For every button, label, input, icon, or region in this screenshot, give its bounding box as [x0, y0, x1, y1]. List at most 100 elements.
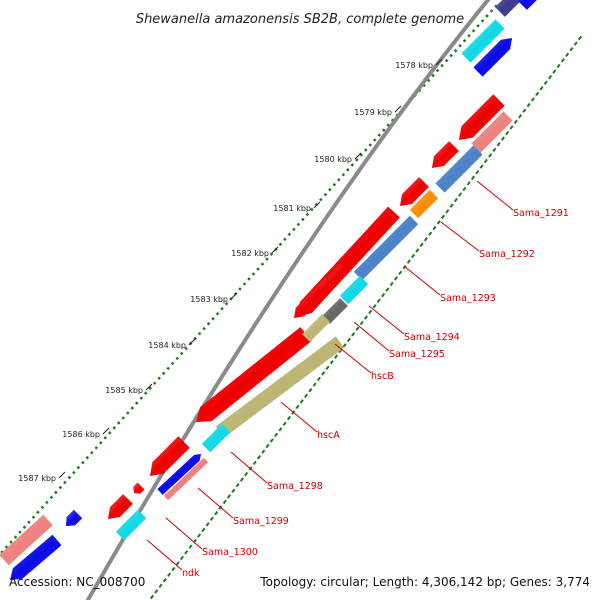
tick-dot [94, 445, 99, 450]
kbp-tick-mark [145, 383, 153, 391]
gene-label[interactable]: Sama_1295 [389, 349, 445, 360]
gene-feature-shading [294, 285, 327, 318]
kbp-tick-mark [394, 105, 402, 113]
tick-dot [341, 172, 346, 177]
gene-label[interactable]: Sama_1291 [513, 208, 569, 219]
tick-dot [449, 53, 453, 58]
tick-dot [458, 43, 462, 48]
tick-dot [466, 181, 471, 186]
tick-dot [470, 175, 476, 180]
tick-dot [471, 29, 476, 33]
gene-label[interactable]: hscB [371, 371, 394, 382]
tick-dot [385, 287, 390, 292]
tick-dot [45, 500, 49, 505]
gene-feature-shading [326, 263, 350, 287]
tick-dot [278, 242, 283, 247]
kbp-tick-mark [188, 338, 196, 346]
tick-dot [175, 561, 180, 566]
gene-feature-shading [0, 514, 53, 566]
kbp-tick-mark [271, 246, 279, 254]
tick-dot [85, 455, 90, 460]
map-title: Shewanella amazonensis SB2B, complete ge… [136, 12, 464, 27]
gene-label[interactable]: Sama_1299 [233, 516, 289, 527]
gene-feature-shading [432, 141, 459, 168]
tick-dot [211, 316, 215, 321]
gene-label[interactable]: Sama_1300 [202, 547, 258, 558]
tick-dot [363, 148, 368, 152]
tick-dot [278, 427, 283, 432]
gene-label[interactable]: Sama_1292 [479, 249, 535, 260]
tick-dot [539, 86, 544, 91]
tick-dot [239, 477, 244, 482]
label-leader-line [353, 321, 390, 352]
tick-dot [175, 356, 179, 361]
tick-dot [170, 361, 175, 366]
outer-tick-ring [0, 4, 498, 554]
tick-dot [480, 19, 485, 23]
tick-dot [252, 460, 257, 466]
tick-dot [308, 387, 313, 393]
gene-label[interactable]: Sama_1298 [267, 481, 323, 492]
tick-dot [112, 426, 117, 430]
label-leader-line [368, 305, 405, 335]
tick-dot [287, 232, 292, 237]
gene-feature-shading [115, 509, 147, 541]
tick-dot [103, 436, 108, 440]
tick-dot [435, 68, 440, 73]
tick-dot [458, 192, 463, 197]
tick-dot [283, 237, 287, 242]
tick-dot [444, 58, 449, 63]
tick-dot [338, 348, 343, 354]
gene-feature-shading [461, 19, 505, 63]
tick-dot [304, 393, 309, 398]
gene-feature-shading [133, 482, 145, 494]
gene-labels: Sama_1291 Sama_1292 Sama_1293 Sama_1294 Sama… [182, 208, 569, 579]
tick-dot [445, 209, 450, 214]
tick-dot [415, 248, 420, 253]
tick-dot [295, 404, 300, 410]
tick-dot [305, 212, 310, 217]
tick-dot [449, 203, 454, 208]
gene-label[interactable]: Sama_1294 [404, 332, 460, 343]
gene-label[interactable]: hscA [317, 430, 340, 441]
kbp-tick-mark [313, 201, 321, 209]
kbp-tick-mark [230, 292, 238, 300]
tick-dot [121, 416, 126, 420]
tick-dot [368, 309, 373, 315]
tick-dot [63, 480, 67, 485]
tick-dot [328, 187, 332, 192]
tick-dot [496, 142, 501, 147]
gene-features [0, 0, 537, 580]
tick-dot [329, 360, 334, 365]
tick-dot [505, 130, 510, 136]
tick-dot [296, 222, 301, 227]
gene-feature-shading [353, 215, 419, 281]
tick-dot [67, 475, 72, 480]
gene-feature-shading [409, 189, 439, 219]
tick-dot [209, 516, 214, 521]
gene-feature-shading [10, 534, 62, 580]
tick-dot [350, 163, 355, 167]
label-leader-line [440, 221, 480, 252]
gene-label[interactable]: Sama_1293 [440, 293, 496, 304]
tick-dot [500, 136, 505, 141]
tick-dot [319, 197, 323, 202]
tick-dot [206, 321, 211, 326]
tick-dot [321, 371, 326, 376]
tick-dot [256, 455, 262, 460]
tick-dot [411, 253, 416, 259]
label-leader-line [334, 343, 372, 374]
tick-dot [398, 270, 403, 275]
gene-feature-shading [196, 327, 312, 422]
tick-dot [179, 555, 184, 561]
tick-dot [530, 97, 535, 102]
accession-label: Accession: NC_008700 [9, 575, 145, 589]
tick-dot [483, 158, 488, 164]
tick-dot [476, 24, 480, 28]
gene-label[interactable]: ndk [182, 568, 200, 579]
gene-feature-shading [495, 0, 522, 17]
tick-dot [560, 58, 565, 63]
tick-dot [432, 225, 437, 231]
tick-dot [355, 326, 360, 331]
tick-dot [134, 401, 139, 405]
